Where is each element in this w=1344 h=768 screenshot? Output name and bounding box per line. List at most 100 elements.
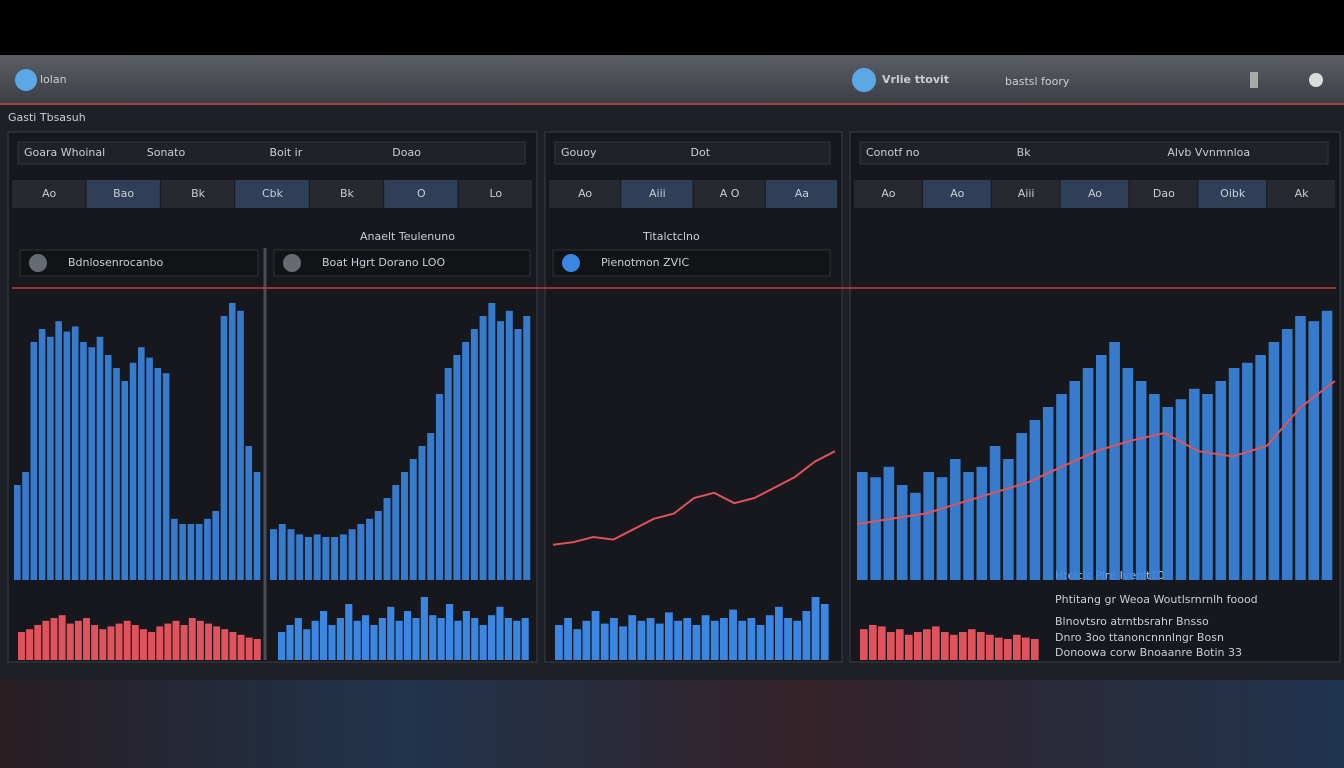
tab[interactable] <box>1060 180 1129 208</box>
low-bar <box>253 639 261 660</box>
bar <box>129 362 137 580</box>
low-bar <box>923 629 931 660</box>
bar <box>339 534 347 580</box>
tab[interactable] <box>765 180 837 208</box>
bar <box>304 537 312 580</box>
low-bar <box>454 620 462 660</box>
caption-bar <box>19 249 259 277</box>
low-bar <box>995 637 1003 660</box>
low-bar <box>395 620 403 660</box>
bar <box>212 511 220 580</box>
bar <box>401 472 408 580</box>
bar <box>963 472 974 580</box>
low-bar <box>91 625 99 660</box>
tab[interactable] <box>86 180 160 208</box>
low-bar <box>504 618 512 660</box>
bar <box>366 518 374 580</box>
low-bar <box>905 634 913 660</box>
bar <box>1281 329 1293 580</box>
tab[interactable] <box>621 180 693 208</box>
low-bar <box>362 615 370 660</box>
low-bar <box>488 615 496 660</box>
low-bar <box>941 632 949 660</box>
tab[interactable] <box>1267 180 1335 208</box>
bar <box>1202 394 1213 580</box>
tab[interactable] <box>922 180 991 208</box>
tab-label: Aiii <box>1018 187 1035 200</box>
caption: Bdnlosenrocanbo <box>68 256 164 269</box>
caption-icon <box>283 254 301 272</box>
low-bar <box>619 626 627 660</box>
tab[interactable] <box>235 180 309 208</box>
bar <box>1016 433 1027 580</box>
side-row: Donoowa corw Bnoaanre Botin 33 <box>1055 646 1242 659</box>
bar <box>121 381 129 580</box>
panel <box>544 131 843 663</box>
bar <box>910 492 921 580</box>
bar <box>523 316 531 580</box>
close-button[interactable] <box>1309 73 1323 87</box>
low-bar <box>74 620 82 660</box>
bar <box>22 472 29 580</box>
tab-label: Ao <box>42 187 56 200</box>
panel-header <box>859 141 1329 165</box>
bar <box>936 477 948 580</box>
low-bar <box>950 634 958 660</box>
low-bar <box>683 618 692 660</box>
bar <box>444 368 452 580</box>
low-bar <box>674 620 682 660</box>
menu-icon[interactable] <box>1250 72 1258 88</box>
header-text: Goara Whoinal <box>24 146 105 159</box>
tab[interactable] <box>309 180 384 208</box>
low-bar <box>820 604 829 660</box>
low-bar <box>628 615 637 660</box>
tab[interactable] <box>1129 180 1198 208</box>
bar <box>383 498 391 580</box>
low-bar <box>765 615 774 660</box>
bar <box>435 394 443 580</box>
bar <box>1096 355 1107 580</box>
low-bar <box>968 629 976 660</box>
tab[interactable] <box>160 180 235 208</box>
bar <box>313 534 321 580</box>
bar <box>1109 342 1120 580</box>
side-row: Dnro 3oo ttanoncnnnlngr Bosn <box>1055 631 1224 644</box>
low-bar <box>345 604 353 660</box>
bar <box>287 529 295 580</box>
tab[interactable] <box>854 180 922 208</box>
low-bar <box>370 625 378 660</box>
logo <box>15 69 37 91</box>
low-bar <box>34 625 42 660</box>
tab[interactable] <box>458 180 532 208</box>
tab[interactable] <box>1198 180 1267 208</box>
bar <box>453 355 461 580</box>
tab-label: Bk <box>340 187 355 200</box>
tab[interactable] <box>384 180 458 208</box>
low-bar <box>977 632 985 660</box>
tab[interactable] <box>693 180 765 208</box>
trend-line <box>856 380 1336 525</box>
tab-label: Cbk <box>262 187 284 200</box>
low-bar <box>311 620 319 660</box>
bar <box>96 336 104 580</box>
low-bar <box>959 632 967 660</box>
bar <box>1242 362 1253 580</box>
bar <box>488 303 496 580</box>
low-bar <box>245 637 253 660</box>
caption-icon <box>29 254 47 272</box>
tab-label: O <box>417 187 426 200</box>
tab[interactable] <box>991 180 1060 208</box>
low-bar <box>353 620 361 660</box>
title-icon <box>852 68 876 92</box>
tab[interactable] <box>12 180 86 208</box>
low-bar <box>747 618 756 660</box>
low-bar <box>513 620 521 660</box>
tab-label: Ao <box>881 187 895 200</box>
tab[interactable] <box>549 180 621 208</box>
bar <box>138 347 145 580</box>
low-bar <box>600 623 609 660</box>
tab-label: Ao <box>950 187 964 200</box>
low-bar <box>860 629 868 660</box>
bar <box>348 529 356 580</box>
